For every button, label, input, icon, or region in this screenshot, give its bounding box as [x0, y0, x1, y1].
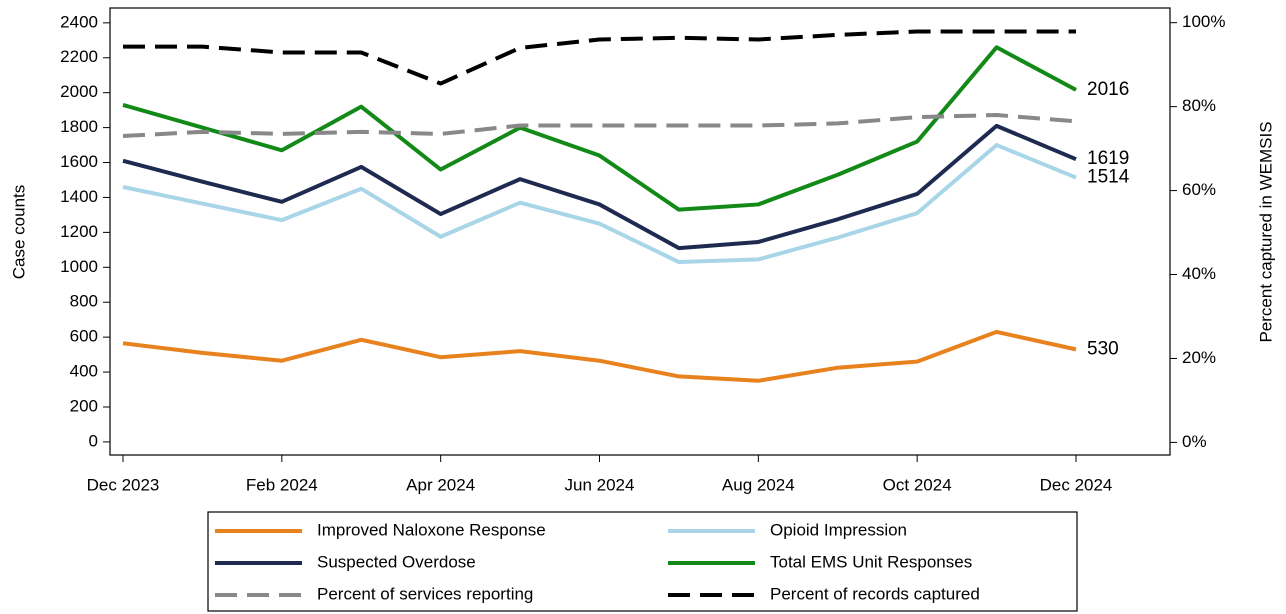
plot-frame	[109, 7, 1171, 456]
y2-tick-label: 0%	[1182, 432, 1207, 451]
x-tick-label: Aug 2024	[722, 475, 795, 494]
legend-label: Improved Naloxone Response	[317, 520, 546, 539]
y2-tick-label: 100%	[1182, 12, 1225, 31]
end-label: 530	[1087, 338, 1119, 359]
y2-tick-label: 40%	[1182, 264, 1216, 283]
legend-label: Suspected Overdose	[317, 552, 476, 571]
legend-label: Opioid Impression	[770, 520, 907, 539]
y-tick-label: 2200	[60, 47, 98, 66]
legend-label: Percent of records captured	[770, 584, 980, 603]
y2-tick-label: 80%	[1182, 96, 1216, 115]
x-tick-label: Jun 2024	[565, 475, 635, 494]
x-tick-label: Feb 2024	[246, 475, 318, 494]
y-tick-label: 1800	[60, 117, 98, 136]
y-tick-label: 200	[70, 396, 98, 415]
y-tick-label: 600	[70, 327, 98, 346]
y-tick-label: 2000	[60, 82, 98, 101]
x-tick-label: Oct 2024	[883, 475, 952, 494]
legend-label: Total EMS Unit Responses	[770, 552, 972, 571]
x-tick-label: Dec 2023	[87, 475, 160, 494]
y-tick-label: 1000	[60, 257, 98, 276]
x-tick-label: Dec 2024	[1040, 475, 1113, 494]
series-line	[122, 329, 1077, 383]
series-line	[122, 123, 1077, 251]
y-tick-label: 800	[70, 292, 98, 311]
y2-tick-label: 20%	[1182, 348, 1216, 367]
y-tick-label: 1200	[60, 222, 98, 241]
y-tick-label: 1400	[60, 187, 98, 206]
y-tick-label: 400	[70, 362, 98, 381]
legend-box	[207, 511, 1078, 612]
end-label: 1619	[1087, 148, 1129, 169]
series-line	[122, 45, 1077, 212]
end-label: 2016	[1087, 79, 1129, 100]
series-line	[123, 29, 1076, 86]
y2-axis-title: Percent captured in WEMSIS	[1256, 121, 1275, 342]
legend-label: Percent of services reporting	[317, 584, 533, 603]
y-tick-label: 1600	[60, 152, 98, 171]
series-line	[122, 143, 1077, 265]
y2-tick-label: 60%	[1182, 180, 1216, 199]
y-tick-label: 0	[89, 431, 98, 450]
x-tick-label: Apr 2024	[406, 475, 475, 494]
y-axis-title: Case counts	[9, 185, 28, 280]
end-label: 1514	[1087, 167, 1130, 188]
y-tick-label: 2400	[60, 12, 98, 31]
